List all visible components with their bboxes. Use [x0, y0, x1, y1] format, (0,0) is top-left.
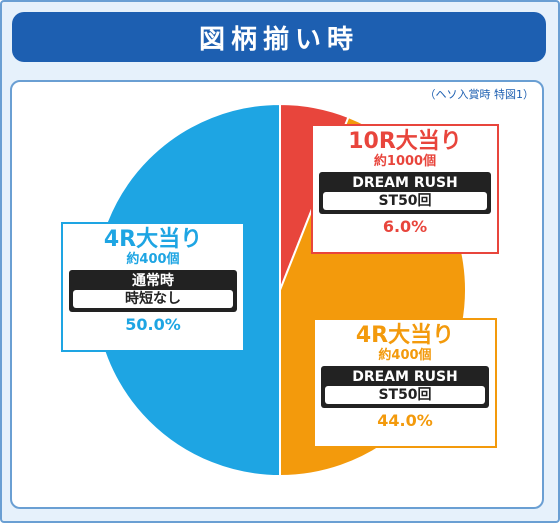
mode-label: 通常時	[132, 273, 174, 289]
source-note: （ヘソ入賞時 特図1）	[424, 88, 535, 101]
slice-label-4r-rush: 4R大当り 約400個 DREAM RUSH ST50回 44.0%	[313, 318, 497, 448]
slice-count: 約400個	[126, 252, 180, 267]
slice-count: 約1000個	[373, 154, 437, 169]
slice-count: 約400個	[378, 348, 432, 363]
mode-detail: ST50回	[323, 192, 487, 210]
slice-label-4r-normal: 4R大当り 約400個 通常時 時短なし 50.0%	[61, 222, 245, 352]
page-title: 図柄揃い時	[12, 12, 546, 62]
slice-percent: 50.0%	[125, 315, 181, 334]
mode-box: DREAM RUSH ST50回	[321, 366, 489, 408]
mode-label: DREAM RUSH	[352, 175, 458, 191]
slice-title: 4R大当り	[355, 323, 455, 348]
slice-label-10r: 10R大当り 約1000個 DREAM RUSH ST50回 6.0%	[311, 124, 499, 254]
mode-label: DREAM RUSH	[352, 369, 458, 385]
slice-percent: 44.0%	[377, 411, 433, 430]
slice-title: 10R大当り	[348, 129, 462, 154]
mode-box: 通常時 時短なし	[69, 270, 237, 312]
mode-box: DREAM RUSH ST50回	[319, 172, 491, 214]
slice-percent: 6.0%	[382, 217, 428, 236]
slice-title: 4R大当り	[103, 227, 203, 252]
mode-detail: 時短なし	[73, 290, 233, 308]
mode-detail: ST50回	[325, 386, 485, 404]
